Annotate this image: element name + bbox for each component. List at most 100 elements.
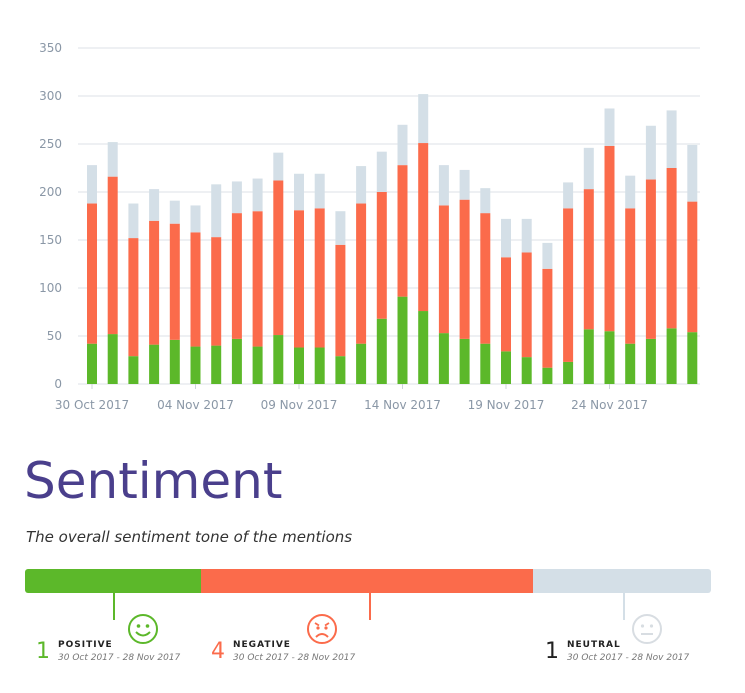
bar-negative bbox=[190, 232, 201, 347]
bar-neutral bbox=[294, 173, 304, 211]
positive-range: 30 Oct 2017 - 28 Nov 2017 bbox=[58, 653, 181, 663]
bar-negative bbox=[583, 189, 594, 330]
bar-negative bbox=[231, 213, 242, 339]
x-tick-label: 04 Nov 2017 bbox=[157, 398, 234, 412]
bar-neutral bbox=[625, 175, 636, 209]
bar-positive bbox=[459, 338, 470, 384]
bar-neutral bbox=[501, 218, 511, 258]
bar-negative bbox=[521, 252, 532, 358]
sentiment-bar-neutral bbox=[533, 569, 711, 593]
bar-negative bbox=[418, 143, 429, 312]
bar-negative bbox=[314, 208, 325, 348]
x-tick-label: 09 Nov 2017 bbox=[261, 398, 338, 412]
sentiment-positive: 1 POSITIVE 30 Oct 2017 - 28 Nov 2017 bbox=[36, 640, 180, 663]
bar-negative bbox=[542, 268, 553, 368]
bar-neutral bbox=[356, 166, 367, 204]
bar-positive bbox=[666, 328, 677, 384]
bar-positive bbox=[107, 334, 118, 384]
negative-count: 4 bbox=[211, 639, 225, 664]
x-tick-label: 14 Nov 2017 bbox=[364, 398, 441, 412]
bar-negative bbox=[687, 201, 698, 333]
y-tick-label: 300 bbox=[39, 89, 62, 103]
negative-range: 30 Oct 2017 - 28 Nov 2017 bbox=[233, 653, 356, 663]
bar-neutral bbox=[604, 108, 615, 146]
bar-negative bbox=[87, 203, 97, 344]
bar-positive bbox=[563, 361, 574, 384]
neutral-count: 1 bbox=[545, 639, 559, 664]
bar-negative bbox=[273, 180, 284, 336]
bar-neutral bbox=[418, 94, 429, 144]
bar-positive bbox=[501, 351, 511, 384]
smiley-angry-icon bbox=[307, 614, 337, 644]
bar-negative bbox=[459, 199, 470, 339]
positive-marker bbox=[113, 593, 115, 620]
bar-positive bbox=[314, 347, 325, 384]
y-tick-label: 200 bbox=[39, 185, 62, 199]
bar-positive bbox=[376, 318, 387, 384]
bar-negative bbox=[149, 220, 160, 345]
sentiment-negative: 4 NEGATIVE 30 Oct 2017 - 28 Nov 2017 bbox=[211, 640, 355, 663]
bar-negative bbox=[107, 176, 118, 335]
bar-neutral bbox=[563, 182, 574, 209]
x-tick-label: 30 Oct 2017 bbox=[55, 398, 129, 412]
bar-neutral bbox=[542, 242, 553, 269]
bar-negative bbox=[438, 205, 449, 334]
bar-negative bbox=[169, 223, 180, 340]
bar-positive bbox=[211, 345, 222, 384]
y-tick-label: 150 bbox=[39, 233, 62, 247]
bar-positive bbox=[542, 367, 553, 384]
sentiment-neutral: 1 NEUTRAL 30 Oct 2017 - 28 Nov 2017 bbox=[545, 640, 689, 663]
bar-neutral bbox=[645, 125, 656, 180]
bar-positive bbox=[438, 333, 449, 384]
bar-positive bbox=[418, 311, 429, 384]
bar-neutral bbox=[480, 188, 491, 214]
bar-positive bbox=[169, 339, 180, 384]
bar-negative bbox=[211, 237, 222, 346]
sentiment-subtitle: The overall sentiment tone of the mentio… bbox=[26, 528, 353, 546]
bar-negative bbox=[252, 211, 263, 347]
stacked-bar-chart: 0 50 100 150 200 250 300 350 30 Oct 2017 04 Nov 2… bbox=[39, 41, 700, 412]
bar-positive bbox=[273, 335, 284, 384]
bar-positive bbox=[625, 343, 636, 384]
bar-positive bbox=[294, 347, 304, 384]
bar-positive bbox=[87, 343, 97, 384]
bar-negative bbox=[128, 238, 139, 357]
bar-positive bbox=[480, 343, 491, 384]
bar-neutral bbox=[107, 142, 118, 177]
bar-neutral bbox=[376, 151, 387, 192]
bar-negative bbox=[501, 257, 511, 352]
bar-negative bbox=[666, 168, 677, 329]
y-tick-label: 350 bbox=[39, 41, 62, 55]
smiley-happy-icon bbox=[128, 614, 158, 644]
bar-neutral bbox=[169, 200, 180, 224]
bar-negative bbox=[294, 210, 304, 348]
bar-negative bbox=[376, 192, 387, 319]
bar-neutral bbox=[687, 144, 698, 202]
bar-positive bbox=[645, 338, 656, 384]
bar-neutral bbox=[583, 147, 594, 190]
bar-positive bbox=[356, 343, 367, 384]
y-tick-label: 0 bbox=[54, 377, 62, 391]
bar-negative bbox=[356, 203, 367, 344]
bar-negative bbox=[563, 208, 574, 362]
bar-neutral bbox=[438, 165, 449, 206]
y-tick-label: 250 bbox=[39, 137, 62, 151]
neutral-label: NEUTRAL bbox=[567, 640, 621, 650]
bar-negative bbox=[604, 145, 615, 332]
y-tick-label: 50 bbox=[47, 329, 62, 343]
bar-positive bbox=[128, 356, 139, 384]
positive-count: 1 bbox=[36, 639, 50, 664]
sentiment-bar-negative bbox=[200, 569, 534, 593]
bar-neutral bbox=[314, 173, 325, 209]
bar-neutral bbox=[459, 169, 470, 200]
bar-positive bbox=[335, 356, 346, 384]
neutral-range: 30 Oct 2017 - 28 Nov 2017 bbox=[567, 653, 690, 663]
bar-negative bbox=[625, 208, 636, 344]
bar-neutral bbox=[128, 203, 139, 239]
bar-neutral bbox=[190, 205, 201, 233]
bar-positive bbox=[687, 332, 698, 384]
neutral-marker bbox=[623, 593, 625, 620]
x-tick-label: 19 Nov 2017 bbox=[468, 398, 545, 412]
bar-neutral bbox=[211, 184, 222, 238]
bar-positive bbox=[149, 344, 160, 384]
